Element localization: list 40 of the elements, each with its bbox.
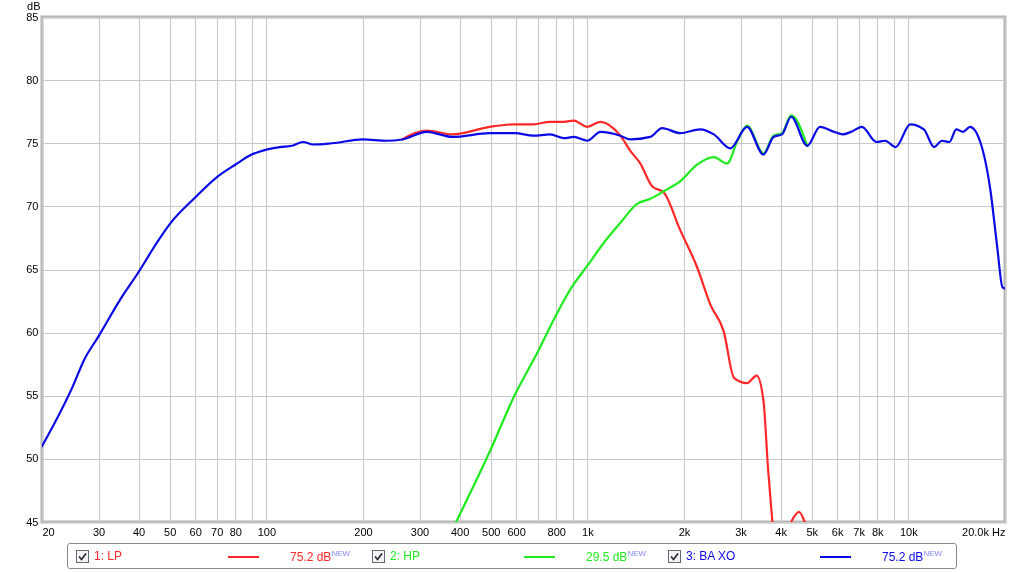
x-tick-label: 70 (211, 525, 224, 538)
y-tick-label: 45 (26, 515, 39, 528)
y-tick-label: 75 (26, 136, 39, 149)
x-tick-label: 4k (775, 525, 788, 538)
x-tick-label: 200 (354, 525, 373, 538)
x-tick-label: 300 (410, 525, 430, 538)
text: 75.2 dB$^{NEW}$ (290, 549, 351, 564)
y-tick-label: 70 (26, 199, 39, 212)
x-tick-label: 80 (229, 525, 242, 538)
y-tick-label: 65 (26, 263, 39, 275)
text: 29.5 dB$^{NEW}$ (586, 549, 647, 564)
y-tick-label: 55 (26, 389, 39, 402)
x-tick-label: 6k (831, 525, 844, 538)
x-tick-label: 800 (547, 525, 566, 538)
y-axis-title: dB (27, 0, 41, 12)
x-tick-label: 60 (189, 525, 202, 538)
x-tick-label: 3k (735, 525, 748, 538)
x-tick-label: 600 (507, 525, 526, 538)
x-tick-label: 400 (450, 525, 470, 538)
x-tick-label: 50 (164, 525, 177, 538)
x-tick-label: 100 (257, 525, 277, 538)
y-tick-label: 50 (26, 452, 39, 465)
x-tick-label: 40 (133, 525, 146, 538)
text: 75.2 dB$^{NEW}$ (882, 549, 943, 564)
text: 2: HP (390, 549, 421, 563)
x-tick-label: 30 (92, 525, 106, 538)
y-tick-label: 60 (26, 326, 39, 339)
x-tick-label: 10k (899, 525, 919, 538)
text: 1: LP (94, 549, 123, 563)
x-tick-label: 20 (42, 525, 55, 538)
x-tick-label: 1k (582, 525, 595, 538)
y-tick-label: 80 (26, 73, 39, 86)
x-tick-label: 8k (871, 525, 885, 538)
x-tick-label: 2k (678, 525, 691, 538)
x-tick-label: 500 (482, 525, 501, 538)
x-tick-label: 20.0k Hz (962, 525, 1006, 538)
text: 3: BA XO (686, 549, 736, 563)
y-tick-label: 85 (26, 10, 39, 23)
x-tick-label: 5k (806, 525, 819, 538)
x-tick-label: 7k (853, 525, 866, 538)
